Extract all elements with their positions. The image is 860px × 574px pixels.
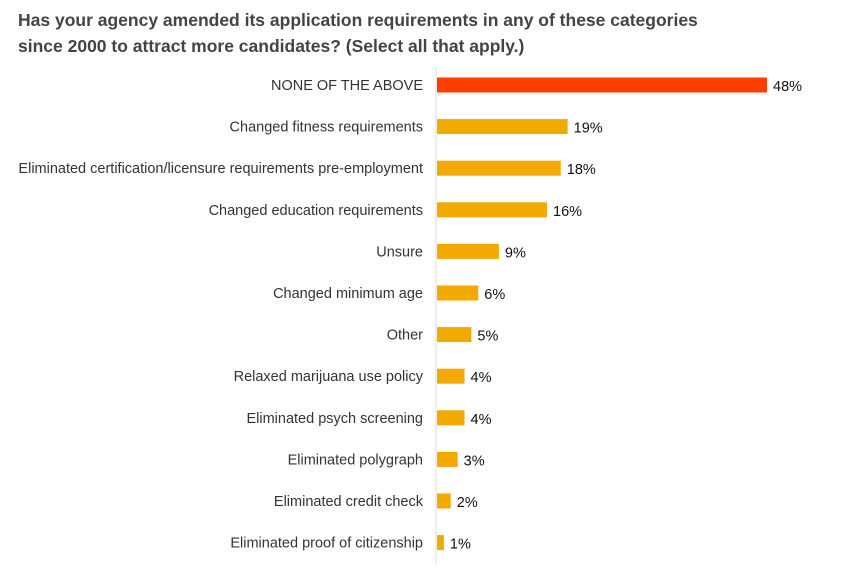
bar — [437, 119, 568, 135]
value-label: 2% — [457, 495, 478, 511]
value-label: 3% — [464, 453, 485, 469]
value-label: 4% — [471, 370, 492, 386]
category-label: Eliminated polygraph — [288, 452, 423, 468]
value-label: 5% — [477, 329, 498, 345]
bar — [437, 368, 465, 384]
bar — [437, 160, 561, 176]
value-label: 19% — [574, 121, 603, 137]
bar — [437, 493, 451, 509]
value-label: 16% — [553, 204, 582, 220]
bar — [437, 327, 472, 343]
category-label: Eliminated certification/licensure requi… — [18, 161, 423, 177]
value-label: 6% — [484, 287, 505, 303]
value-label: 48% — [773, 79, 802, 95]
value-label: 4% — [471, 412, 492, 428]
category-label: Changed minimum age — [273, 286, 423, 302]
category-label: Unsure — [376, 244, 423, 260]
bar — [437, 410, 465, 426]
value-label: 1% — [450, 537, 471, 553]
category-label: Eliminated psych screening — [246, 411, 423, 427]
category-label: Relaxed marijuana use policy — [234, 369, 424, 385]
category-label: Changed education requirements — [209, 203, 423, 219]
bar — [437, 285, 479, 301]
category-label: Eliminated credit check — [274, 494, 424, 510]
bar — [437, 535, 444, 551]
category-label: Other — [387, 328, 423, 344]
bar — [437, 243, 499, 259]
bar — [437, 202, 547, 218]
chart-title: Has your agency amended its application … — [18, 10, 698, 56]
bar — [437, 451, 458, 467]
category-label: Eliminated proof of citizenship — [230, 536, 423, 552]
category-label: Changed fitness requirements — [230, 120, 423, 136]
bar — [437, 77, 767, 93]
category-label: NONE OF THE ABOVE — [271, 78, 423, 94]
value-label: 9% — [505, 245, 526, 261]
value-label: 18% — [567, 162, 596, 178]
